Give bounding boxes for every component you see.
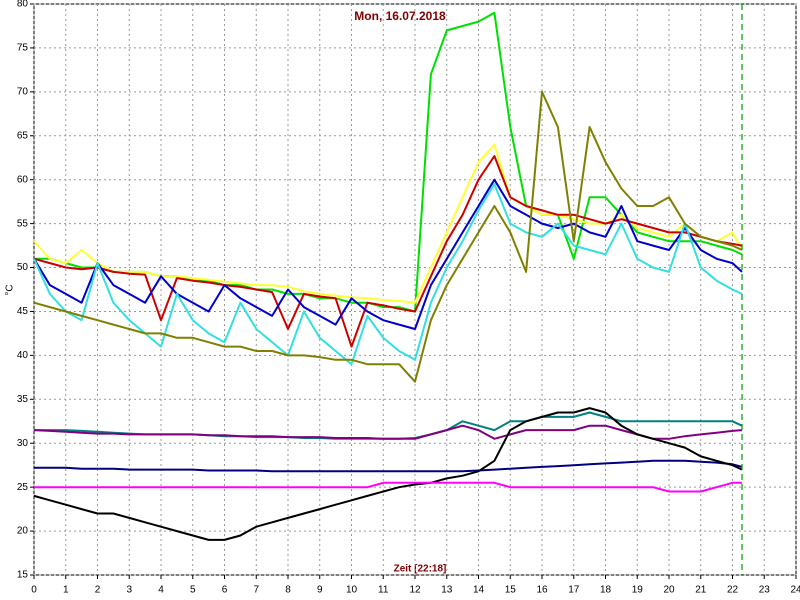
y-axis-label: °C	[5, 284, 16, 295]
x-tick-label: 18	[600, 585, 612, 596]
x-tick-label: 17	[568, 585, 580, 596]
x-axis-label: Zeit [22:18]	[394, 564, 447, 575]
x-tick-label: 5	[190, 585, 196, 596]
series-line	[34, 459, 743, 473]
y-tick-label: 65	[17, 130, 29, 141]
y-tick-label: 25	[17, 482, 29, 493]
x-tick-label: 10	[346, 585, 358, 596]
x-tick-label: 20	[663, 585, 675, 596]
y-tick-label: 60	[17, 174, 29, 185]
y-tick-label: 35	[17, 394, 29, 405]
x-tick-label: 1	[63, 585, 69, 596]
x-tick-label: 16	[536, 585, 548, 596]
x-tick-label: 3	[126, 585, 132, 596]
x-tick-label: 7	[253, 585, 259, 596]
y-tick-label: 80	[17, 0, 29, 10]
y-tick-label: 70	[17, 86, 29, 97]
y-tick-label: 50	[17, 262, 29, 273]
x-tick-label: 13	[441, 585, 453, 596]
chart-title: Mon, 16.07.2018	[354, 9, 446, 23]
x-tick-label: 22	[727, 585, 739, 596]
series-line	[33, 424, 743, 440]
series-line	[33, 407, 743, 541]
y-tick-label: 30	[17, 438, 29, 449]
series-line	[33, 183, 743, 366]
x-tick-label: 0	[31, 585, 37, 596]
x-tick-label: 8	[285, 585, 291, 596]
series-line	[33, 178, 743, 330]
x-tick-label: 11	[378, 585, 389, 596]
x-tick-label: 23	[759, 585, 771, 596]
series-line	[34, 481, 742, 493]
x-tick-label: 9	[317, 585, 323, 596]
y-tick-label: 20	[17, 526, 29, 537]
y-tick-label: 15	[17, 570, 29, 581]
x-tick-label: 21	[695, 585, 707, 596]
y-tick-label: 45	[17, 306, 29, 317]
x-tick-label: 6	[222, 585, 228, 596]
x-tick-label: 4	[158, 585, 164, 596]
x-tick-label: 19	[632, 585, 644, 596]
x-tick-label: 24	[790, 585, 800, 596]
y-tick-label: 55	[17, 218, 29, 229]
x-tick-label: 2	[95, 585, 101, 596]
x-tick-label: 12	[409, 585, 421, 596]
x-tick-label: 15	[505, 585, 517, 596]
y-tick-label: 75	[17, 43, 29, 54]
y-tick-label: 40	[17, 350, 29, 361]
x-tick-label: 14	[473, 585, 485, 596]
series-line	[33, 90, 743, 383]
